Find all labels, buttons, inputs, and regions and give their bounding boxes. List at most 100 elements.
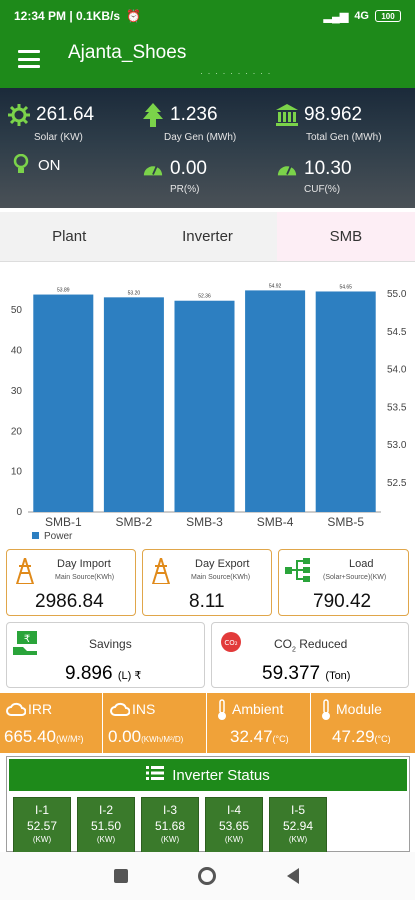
module-unit: (°C)	[374, 734, 391, 744]
inverter-status-panel: Inverter Status I-1 52.57 (KW) I-2 51.50…	[6, 756, 410, 853]
y2-tick-label: 52.5	[387, 478, 407, 489]
bar-data-label: 54.65	[339, 284, 352, 290]
day-export-sub: Main Source(KWh)	[191, 574, 251, 581]
gauge-icon	[142, 158, 164, 180]
savings-title: Savings	[89, 637, 132, 651]
network-label: 4G	[354, 10, 369, 22]
cloud-icon	[6, 702, 27, 721]
x-tick-label: SMB-3	[186, 515, 223, 529]
solar-stat: 261.64	[8, 104, 94, 126]
smb-bar-chart: 0 10 20 30 40 50 52.5 53.0 53.5 54.0 54.5 55.0 53.89…	[11, 283, 407, 542]
irr-cell[interactable]: IRR 665.40(W/M²)	[0, 693, 103, 753]
tower-icon	[151, 554, 171, 589]
stats-panel: 261.64 Solar (KW) 1.236 Day Gen (MWh) 98…	[0, 88, 415, 208]
bar-data-label: 53.89	[57, 288, 70, 294]
ins-value: 0.00	[108, 727, 142, 746]
tower-icon	[15, 554, 35, 589]
day-gen-label: Day Gen (MWh)	[164, 132, 237, 143]
inverter-card[interactable]: I-1 52.57 (KW)	[13, 797, 71, 853]
irr-label: IRR	[28, 701, 53, 717]
battery-icon: 100	[375, 10, 401, 22]
x-tick-label: SMB-2	[116, 515, 153, 529]
inverter-status-header[interactable]: Inverter Status	[9, 759, 407, 791]
system-nav-bar	[0, 852, 415, 900]
savings-value: 9.896	[65, 663, 113, 684]
bar-data-label: 53.20	[128, 290, 141, 296]
bar-data-label: 52.36	[198, 294, 211, 300]
savings-card[interactable]: ₹ Savings 9.896 (L) ₹	[6, 622, 205, 688]
ins-unit: (KWh/M²/D)	[141, 735, 184, 744]
svg-text:₹: ₹	[24, 634, 30, 645]
inverter-card[interactable]: I-3 51.68 (KW)	[141, 797, 199, 853]
day-import-sub: Main Source(KWh)	[55, 574, 115, 581]
bar	[103, 297, 164, 512]
inverter-value: 52.57	[26, 819, 58, 833]
ambient-cell[interactable]: Ambient 32.47(°C)	[208, 693, 311, 753]
menu-icon[interactable]	[18, 50, 40, 68]
y-tick-label: 20	[11, 426, 23, 437]
co2-value-row: 59.377 (Ton)	[262, 663, 350, 685]
co2-title: CO	[274, 637, 292, 651]
total-gen-label: Total Gen (MWh)	[306, 132, 382, 143]
savings-value-row: 9.896 (L) ₹	[65, 663, 141, 685]
inverter-unit: (KW)	[96, 835, 116, 844]
bulb-icon	[10, 154, 32, 176]
legend-label: Power	[44, 531, 73, 542]
y-tick-label: 40	[11, 346, 23, 357]
recents-button[interactable]	[114, 869, 128, 883]
bar	[315, 291, 376, 512]
tab-inverter[interactable]: Inverter	[138, 212, 277, 261]
load-sub: (Solar+Source)(KW)	[323, 574, 387, 581]
smb-chart: 0 10 20 30 40 50 52.5 53.0 53.5 54.0 54.5 55.0 53.89…	[0, 264, 415, 548]
plant-subtitle: · · · · · · · · · ·	[200, 68, 272, 78]
co2-unit: (Ton)	[325, 670, 351, 682]
app-bar: Ajanta_Shoes · · · · · · · · · ·	[0, 32, 415, 88]
day-export-value: 8.11	[189, 591, 225, 612]
inverter-value: 51.50	[90, 819, 122, 833]
network-tree-icon	[285, 558, 311, 587]
solar-value: 261.64	[36, 104, 95, 125]
day-import-card[interactable]: Day Import Main Source(KWh) 2986.84	[6, 549, 136, 616]
inverter-name: I-1	[34, 803, 49, 817]
load-card[interactable]: Load (Solar+Source)(KW) 790.42	[278, 549, 409, 616]
weather-strip: IRR 665.40(W/M²) INS 0.00(KWh/M²/D) Ambi…	[0, 693, 415, 753]
bar-data-label: 54.92	[269, 283, 282, 289]
back-button[interactable]	[287, 868, 299, 884]
legend-swatch	[32, 532, 39, 539]
savings-unit: (L) ₹	[117, 670, 142, 682]
home-button[interactable]	[198, 867, 216, 885]
tab-bar: Plant Inverter SMB	[0, 212, 415, 262]
status-time-speed: 12:34 PM | 0.1KB/s	[14, 9, 121, 23]
tab-plant[interactable]: Plant	[0, 212, 139, 261]
pr-label: PR(%)	[170, 184, 200, 195]
load-title: Load	[349, 558, 374, 570]
total-gen-stat: 98.962	[276, 104, 362, 126]
cuf-value: 10.30	[304, 158, 352, 179]
status-value: ON	[38, 156, 61, 174]
x-tick-label: SMB-4	[257, 515, 294, 529]
inverter-card[interactable]: I-5 52.94 (KW)	[269, 797, 327, 853]
co2-card[interactable]: CO₂ CO2 Reduced 59.377 (Ton)	[211, 622, 409, 688]
bar	[174, 300, 235, 512]
module-cell[interactable]: Module 47.29(°C)	[312, 693, 415, 753]
tree-icon	[142, 103, 164, 127]
inverter-name: I-4	[226, 803, 241, 817]
inverter-name: I-3	[162, 803, 177, 817]
inverter-unit: (KW)	[224, 835, 244, 844]
ins-cell[interactable]: INS 0.00(KWh/M²/D)	[104, 693, 207, 753]
day-gen-stat: 1.236	[142, 103, 218, 127]
y2-tick-label: 53.5	[387, 402, 407, 413]
day-import-value: 2986.84	[35, 591, 104, 612]
inverter-card[interactable]: I-4 53.65 (KW)	[205, 797, 263, 853]
day-export-card[interactable]: Day Export Main Source(KWh) 8.11	[142, 549, 272, 616]
x-tick-label: SMB-5	[327, 515, 364, 529]
inverter-card[interactable]: I-2 51.50 (KW)	[77, 797, 135, 853]
inverter-value: 53.65	[218, 819, 250, 833]
co2-title-2: Reduced	[299, 637, 348, 651]
status-stat: ON	[10, 154, 61, 176]
tab-smb[interactable]: SMB	[276, 212, 415, 261]
ambient-value: 32.47	[230, 727, 273, 746]
inverter-value: 51.68	[154, 819, 186, 833]
y2-tick-label: 55.0	[387, 289, 407, 300]
ins-label: INS	[132, 701, 156, 717]
